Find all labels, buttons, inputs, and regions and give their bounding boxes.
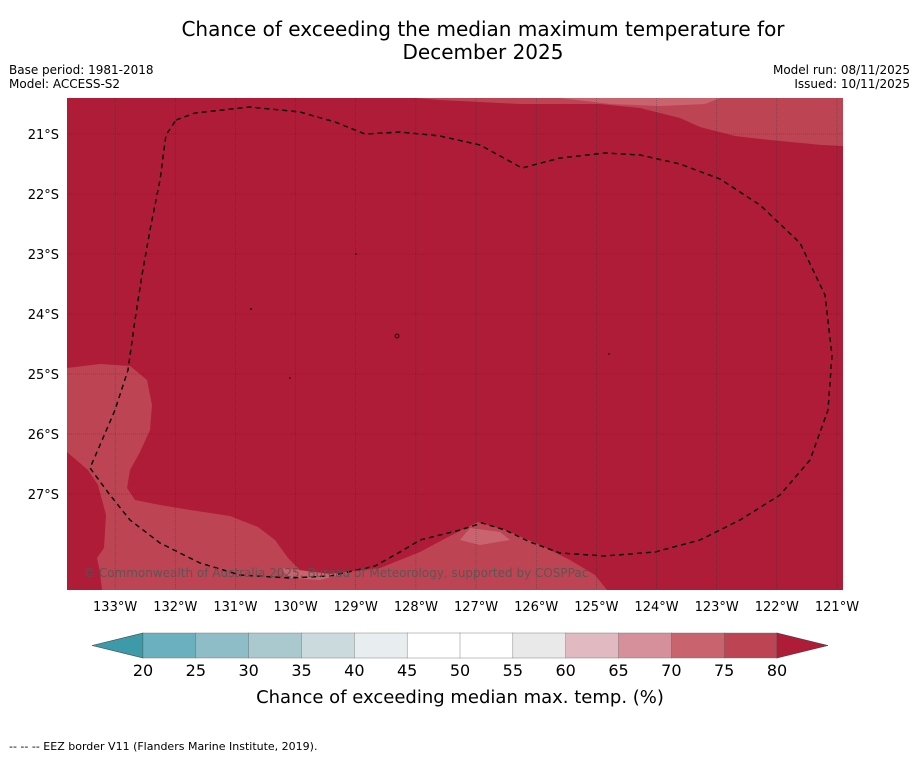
graticule	[67, 98, 843, 590]
island-marker	[355, 253, 357, 255]
colorbar-tick-label: 30	[238, 661, 258, 680]
x-tick-label: 129°W	[334, 600, 378, 615]
colorbar-tick-label: 65	[608, 661, 628, 680]
x-tick-label: 122°W	[755, 600, 799, 615]
colorbar-tick-label: 55	[503, 661, 523, 680]
x-tick-label: 131°W	[213, 600, 257, 615]
colorbar-segment	[671, 632, 725, 659]
colorbar-tick-label: 45	[397, 661, 417, 680]
run-info-right: Model run: 08/11/2025 Issued: 10/11/2025	[773, 63, 910, 91]
colorbar-over-arrow	[776, 632, 829, 659]
island-marker	[394, 333, 400, 339]
region-70-75-south	[460, 528, 510, 545]
region-75-80-northeast	[415, 98, 843, 146]
y-tick-label: 26°S	[28, 428, 59, 443]
x-tick-label: 126°W	[514, 600, 558, 615]
y-tick-label: 25°S	[28, 368, 59, 383]
colorbar-tick-label: 70	[661, 661, 681, 680]
chart-title-line-2: December 2025	[402, 40, 564, 64]
run-info-left: Base period: 1981-2018 Model: ACCESS-S2	[9, 63, 154, 91]
eez-legend-note: -- -- -- EEZ border V11 (Flanders Marine…	[9, 740, 318, 753]
x-tick-label: 125°W	[574, 600, 618, 615]
x-tick-label: 130°W	[274, 600, 318, 615]
islands	[250, 253, 610, 379]
y-tick-label: 27°S	[28, 488, 59, 503]
y-tick-label: 21°S	[28, 128, 59, 143]
colorbar-tick-label: 80	[767, 661, 787, 680]
y-tick-label: 24°S	[28, 308, 59, 323]
y-tick-label: 23°S	[28, 248, 59, 263]
eez-border	[89, 106, 833, 579]
colorbar-segment	[512, 632, 567, 659]
island-marker	[289, 377, 291, 379]
x-tick-label: 128°W	[394, 600, 438, 615]
colorbar-under-arrow	[91, 632, 144, 659]
y-axis-tick-labels: 21°S 22°S 23°S 24°S 25°S 26°S 27°S	[28, 128, 59, 503]
colorbar-segment	[618, 632, 673, 659]
island-marker	[608, 353, 610, 355]
colorbar: 20 25 30 35 40 45 50 55 60 65 70 75 80	[91, 632, 829, 680]
colorbar-segment	[406, 632, 461, 659]
model-name: Model: ACCESS-S2	[9, 77, 121, 91]
colorbar-tick-label: 35	[291, 661, 311, 680]
x-tick-label: 124°W	[634, 600, 678, 615]
colorbar-segment	[301, 632, 356, 659]
colorbar-segment	[195, 632, 250, 659]
copyright-notice: © Commonwealth of Australia 2025, Bureau…	[83, 566, 588, 580]
x-tick-label: 132°W	[153, 600, 197, 615]
x-tick-label: 133°W	[93, 600, 137, 615]
issued-date: Issued: 10/11/2025	[794, 77, 910, 91]
y-tick-label: 22°S	[28, 188, 59, 203]
x-axis-tick-labels: 133°W 132°W 131°W 130°W 129°W 128°W 127°W 126°W…	[93, 600, 859, 615]
colorbar-tick-label: 40	[344, 661, 364, 680]
colorbar-segment	[459, 632, 514, 659]
chart-title-line-1: Chance of exceeding the median maximum t…	[181, 17, 785, 41]
x-tick-label: 127°W	[454, 600, 498, 615]
island-marker	[250, 308, 252, 310]
colorbar-segment	[142, 632, 197, 659]
probability-field-80-plus	[67, 98, 843, 590]
colorbar-tick-label: 25	[186, 661, 206, 680]
x-tick-label: 123°W	[695, 600, 739, 615]
colorbar-tick-label: 20	[133, 661, 153, 680]
colorbar-tick-label: 60	[555, 661, 575, 680]
base-period: Base period: 1981-2018	[9, 63, 154, 77]
colorbar-segment	[565, 632, 620, 659]
colorbar-segment	[723, 632, 778, 659]
colorbar-tick-label: 50	[450, 661, 470, 680]
colorbar-segment	[248, 632, 303, 659]
region-65-70-northeast-patch	[560, 98, 720, 106]
x-tick-label: 121°W	[815, 600, 859, 615]
colorbar-tick-label: 75	[714, 661, 734, 680]
model-run-date: Model run: 08/11/2025	[772, 63, 910, 77]
colorbar-label: Chance of exceeding median max. temp. (%…	[256, 687, 664, 708]
chart-title: Chance of exceeding the median maximum t…	[0, 18, 919, 64]
colorbar-segment	[354, 632, 408, 659]
